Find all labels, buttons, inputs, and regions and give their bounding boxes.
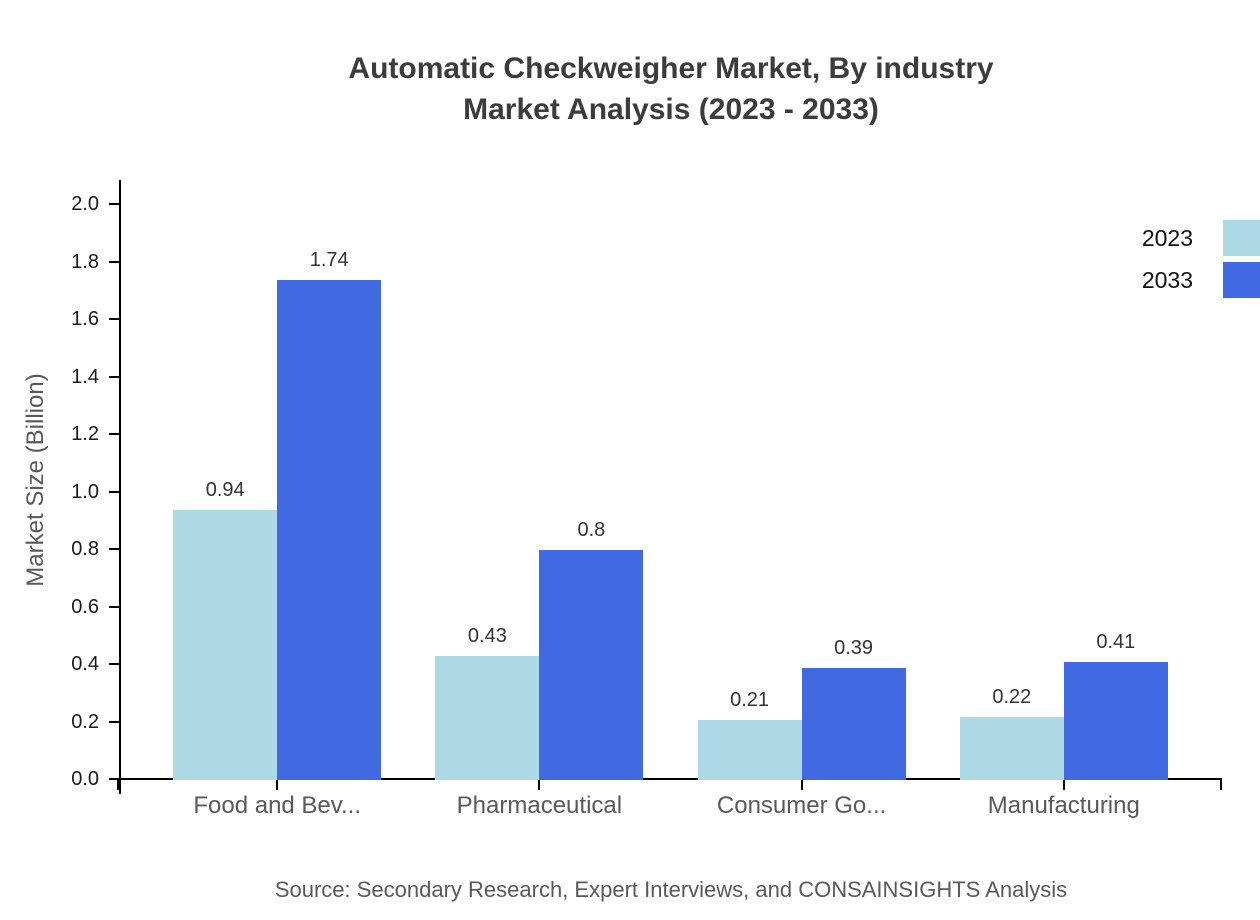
x-tick bbox=[800, 780, 803, 790]
y-tick bbox=[109, 375, 119, 378]
y-tick-label: 1.6 bbox=[71, 308, 99, 330]
bar-2023-food-and-bev- bbox=[173, 510, 278, 780]
y-tick bbox=[109, 548, 119, 550]
x-axis-end-tick bbox=[1220, 780, 1222, 790]
y-axis-line bbox=[119, 180, 121, 794]
bar-2023-pharmaceutical bbox=[435, 656, 540, 780]
bar-2023-manufacturing bbox=[959, 717, 1064, 780]
y-tick-label: 0.0 bbox=[71, 768, 99, 790]
y-tick bbox=[109, 433, 119, 435]
x-category-label: Pharmaceutical bbox=[456, 792, 623, 819]
legend-item-2023: 2023 bbox=[1142, 220, 1260, 256]
y-tick bbox=[109, 490, 119, 493]
bar-value-label: 1.74 bbox=[309, 249, 349, 271]
y-tick bbox=[109, 203, 119, 205]
y-tick-label: 1.2 bbox=[71, 423, 99, 445]
plot-area: 0.0 0.2 0.4 0.6 0.8 1.0 1.2 1.4 1.6 1.8 2.0 Food an… bbox=[71, 180, 1222, 819]
x-axis-line bbox=[119, 778, 1222, 780]
source-note: Source: Secondary Research, Expert Inter… bbox=[274, 877, 1068, 902]
bar-2023-consumer-go- bbox=[697, 720, 802, 780]
legend-label: 2023 bbox=[1141, 224, 1193, 251]
bar-value-label: 0.94 bbox=[205, 479, 245, 501]
y-tick bbox=[109, 663, 119, 665]
legend-swatch bbox=[1223, 220, 1260, 256]
bar-2033-food-and-bev- bbox=[277, 280, 382, 780]
x-tick bbox=[276, 780, 279, 790]
y-tick-label: 0.4 bbox=[71, 653, 99, 675]
chart-title-line1: Automatic Checkweigher Market, By indust… bbox=[348, 52, 994, 85]
bar-2033-consumer-go- bbox=[801, 668, 906, 780]
y-tick bbox=[109, 720, 119, 723]
x-category-label: Consumer Go... bbox=[716, 792, 887, 819]
x-tick bbox=[538, 780, 541, 790]
chart-title: Automatic Checkweigher Market, By indust… bbox=[120, 48, 1222, 130]
legend-item-2033: 2033 bbox=[1142, 262, 1260, 298]
x-axis-end-tick bbox=[117, 780, 119, 790]
y-tick-label: 0.8 bbox=[71, 538, 99, 560]
legend: 2023 2033 bbox=[1142, 220, 1260, 304]
y-tick bbox=[109, 778, 119, 780]
y-tick bbox=[109, 605, 119, 608]
legend-label: 2033 bbox=[1141, 266, 1193, 293]
bar-value-label: 0.22 bbox=[992, 686, 1032, 708]
y-tick bbox=[109, 318, 119, 320]
bar-value-label: 0.8 bbox=[577, 519, 606, 541]
x-category-label: Manufacturing bbox=[987, 792, 1140, 819]
bar-value-label: 0.21 bbox=[730, 689, 770, 711]
y-tick bbox=[109, 260, 119, 263]
y-tick-label: 1.0 bbox=[71, 480, 99, 503]
x-tick bbox=[1062, 780, 1065, 790]
bar-value-label: 0.43 bbox=[467, 625, 507, 647]
legend-swatch bbox=[1223, 262, 1260, 298]
y-tick-label: 2.0 bbox=[71, 193, 99, 215]
y-tick-label: 1.4 bbox=[71, 365, 99, 388]
bar-2033-pharmaceutical bbox=[539, 550, 644, 780]
y-tick-label: 0.2 bbox=[71, 710, 99, 733]
bar-value-label: 0.39 bbox=[834, 637, 874, 659]
chart-title-line2: Market Analysis (2023 - 2033) bbox=[463, 93, 879, 126]
y-tick-label: 0.6 bbox=[71, 595, 99, 618]
x-category-label: Food and Bev... bbox=[193, 792, 362, 819]
y-tick-label: 1.8 bbox=[71, 250, 99, 273]
bar-value-label: 0.41 bbox=[1096, 631, 1136, 653]
bar-2033-manufacturing bbox=[1063, 662, 1168, 780]
